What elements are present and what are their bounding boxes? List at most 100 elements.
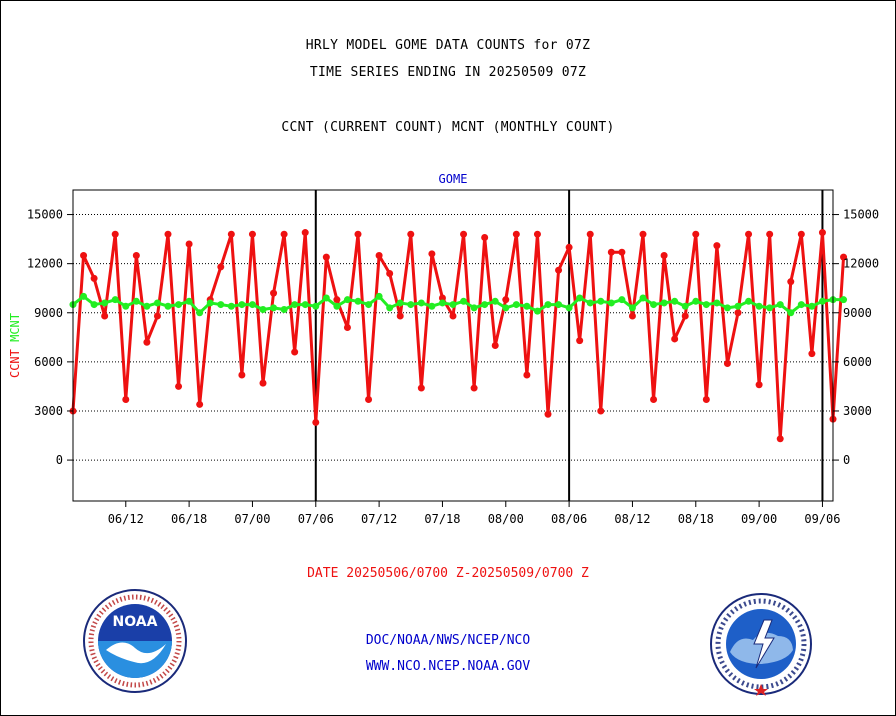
- mcnt-series: [69, 292, 848, 317]
- noaa-logo-icon: NOAA: [83, 589, 187, 693]
- ccnt-point: [386, 269, 394, 277]
- ccnt-point: [734, 309, 742, 317]
- mcnt-point: [333, 302, 341, 310]
- mcnt-point: [343, 296, 351, 304]
- ccnt-point: [713, 242, 721, 250]
- mcnt-point: [470, 304, 478, 312]
- mcnt-point: [354, 297, 362, 305]
- mcnt-point: [438, 299, 446, 307]
- ccnt-point: [787, 278, 795, 286]
- mcnt-point: [101, 299, 109, 307]
- mcnt-point: [692, 297, 700, 305]
- y-axis-label: CCNT MCNT: [8, 313, 22, 378]
- x-tick-label: 09/00: [741, 512, 777, 526]
- mcnt-point: [386, 304, 394, 312]
- ccnt-point: [607, 248, 615, 256]
- mcnt-point: [586, 299, 594, 307]
- y-axis-title-mcnt: MCNT: [8, 313, 22, 342]
- y-tick-label-left: 15000: [27, 208, 63, 222]
- ccnt-point: [650, 396, 658, 404]
- ccnt-point: [238, 371, 246, 379]
- mcnt-point: [375, 292, 383, 300]
- ccnt-point: [755, 381, 763, 389]
- ccnt-point: [417, 384, 425, 392]
- x-tick-label: 06/12: [108, 512, 144, 526]
- ccnt-line: [71, 231, 846, 441]
- ccnt-point: [808, 350, 816, 358]
- ccnt-point: [438, 294, 446, 302]
- ccnt-point: [639, 230, 647, 238]
- mcnt-point: [122, 302, 130, 310]
- mcnt-point: [523, 302, 531, 310]
- mcnt-point: [449, 301, 457, 309]
- mcnt-point: [555, 301, 563, 309]
- mcnt-point: [111, 296, 119, 304]
- mcnt-point: [428, 302, 436, 310]
- ccnt-point: [544, 410, 552, 418]
- ccnt-point: [512, 230, 520, 238]
- mcnt-point: [301, 301, 309, 309]
- ccnt-point: [322, 253, 330, 261]
- mcnt-point: [681, 302, 689, 310]
- x-tick-label: 06/18: [171, 512, 207, 526]
- ccnt-point: [470, 384, 478, 392]
- mcnt-point: [259, 305, 267, 313]
- mcnt-point: [365, 301, 373, 309]
- mcnt-point: [196, 309, 204, 317]
- mcnt-point: [407, 301, 415, 309]
- y-tick-label-left: 0: [56, 453, 63, 467]
- ccnt-series: [69, 229, 848, 443]
- ccnt-point: [365, 396, 373, 404]
- mcnt-point: [322, 294, 330, 302]
- x-tick-label: 08/12: [614, 512, 650, 526]
- ccnt-point: [248, 230, 256, 238]
- ccnt-point: [502, 296, 510, 304]
- ccnt-point: [565, 243, 573, 251]
- ccnt-point: [533, 230, 541, 238]
- mcnt-point: [671, 297, 679, 305]
- y-tick-label-left: 6000: [34, 355, 63, 369]
- mcnt-point: [766, 304, 774, 312]
- ccnt-point: [175, 382, 183, 390]
- mcnt-point: [491, 297, 499, 305]
- y-tick-label-left: 3000: [34, 404, 63, 418]
- ccnt-point: [766, 230, 774, 238]
- y-axis-title: CCNT MCNT: [8, 313, 22, 378]
- mcnt-point: [713, 299, 721, 307]
- ccnt-point: [122, 396, 130, 404]
- ccnt-point: [692, 230, 700, 238]
- mcnt-point: [512, 301, 520, 309]
- mcnt-point: [734, 302, 742, 310]
- ccnt-point: [90, 274, 98, 282]
- y-tick-label-right: 6000: [843, 355, 872, 369]
- mcnt-point: [80, 292, 88, 300]
- mcnt-point: [533, 307, 541, 315]
- mcnt-point: [840, 296, 848, 304]
- mcnt-point: [396, 299, 404, 307]
- y-tick-label-right: 9000: [843, 306, 872, 320]
- ccnt-point: [375, 251, 383, 259]
- ccnt-point: [333, 296, 341, 304]
- mcnt-point: [481, 301, 489, 309]
- ccnt-point: [449, 312, 457, 320]
- y-axis-right: 0 3000 6000 9000 12000 15000: [833, 208, 879, 467]
- panel-title: GOME: [439, 172, 468, 186]
- mcnt-point: [206, 299, 214, 307]
- ccnt-point: [396, 312, 404, 320]
- mcnt-point: [238, 301, 246, 309]
- x-axis: 06/12 06/18 07/00 07/06 07/12 07/18 08/00 08/06…: [108, 501, 841, 526]
- mcnt-point: [808, 302, 816, 310]
- y-axis-left: 0 3000 6000 9000 12000 15000: [27, 208, 73, 467]
- mcnt-point: [312, 302, 320, 310]
- mcnt-point: [227, 302, 235, 310]
- website-link[interactable]: WWW.NCO.NCEP.NOAA.GOV: [365, 659, 531, 674]
- mcnt-point: [818, 297, 826, 305]
- ccnt-point: [671, 335, 679, 343]
- ccnt-point: [143, 338, 151, 346]
- mcnt-point: [787, 309, 795, 317]
- ccnt-point: [407, 230, 415, 238]
- plot-border: [72, 189, 834, 502]
- ccnt-point: [101, 312, 109, 320]
- x-tick-label: 09/06: [804, 512, 840, 526]
